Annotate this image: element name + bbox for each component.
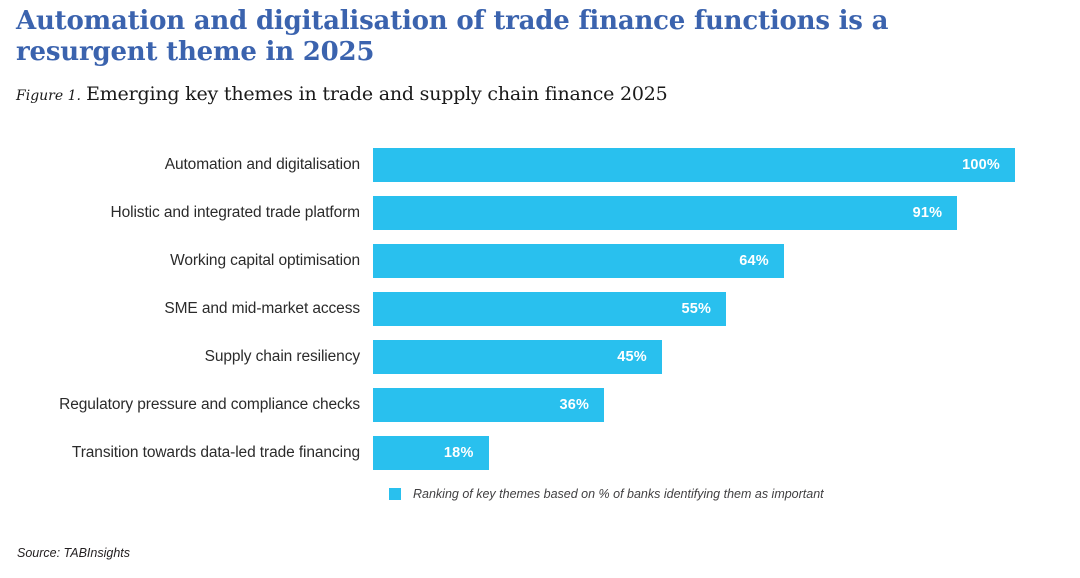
chart-row: Holistic and integrated trade platform 91… (16, 196, 1015, 230)
legend-label: Ranking of key themes based on % of bank… (413, 487, 824, 501)
category-label: Working capital optimisation (170, 252, 360, 269)
legend-swatch-icon (389, 488, 401, 500)
category-label: Transition towards data-led trade financ… (71, 444, 360, 461)
bar-value-label: 45% (617, 349, 647, 365)
bar: 55% (373, 292, 727, 326)
category-label: SME and mid-market access (164, 300, 360, 317)
category-label: Automation and digitalisation (164, 156, 360, 173)
bar-track: 100% (373, 148, 1015, 182)
bar-track: 55% (373, 292, 1015, 326)
chart-row: SME and mid-market access 55% (16, 292, 1015, 326)
bar-value-label: 18% (443, 445, 474, 461)
bar: 36% (373, 388, 605, 422)
category-label: Regulatory pressure and compliance check… (59, 396, 360, 413)
chart-row: Transition towards data-led trade financ… (16, 436, 1015, 470)
chart-row: Regulatory pressure and compliance check… (16, 388, 1015, 422)
figure-number-label: Figure 1. (16, 88, 81, 104)
bar-track: 36% (373, 388, 1015, 422)
bar-value-label: 64% (739, 253, 769, 269)
horizontal-bar-chart: Automation and digitalisation 100% Holisti… (16, 148, 1015, 484)
bar-value-label: 36% (559, 397, 590, 413)
bar-value-label: 100% (962, 157, 1000, 173)
category-label: Supply chain resiliency (204, 348, 360, 365)
chart-legend: Ranking of key themes based on % of bank… (389, 487, 824, 501)
bar: 18% (373, 436, 489, 470)
bar: 45% (373, 340, 662, 374)
bar-track: 91% (373, 196, 1015, 230)
bar: 64% (373, 244, 784, 278)
bar-track: 45% (373, 340, 1015, 374)
page-title: Automation and digitalisation of trade f… (16, 6, 889, 67)
figure-caption-text: Emerging key themes in trade and supply … (86, 83, 668, 105)
chart-row: Working capital optimisation 64% (16, 244, 1015, 278)
chart-row: Supply chain resiliency 45% (16, 340, 1015, 374)
bar-track: 18% (373, 436, 1015, 470)
bar-value-label: 91% (912, 205, 943, 221)
figure-caption: Figure 1. Emerging key themes in trade a… (16, 83, 668, 105)
bar-value-label: 55% (681, 301, 712, 317)
bar: 100% (373, 148, 1015, 182)
bar: 91% (373, 196, 958, 230)
chart-row: Automation and digitalisation 100% (16, 148, 1015, 182)
source-note: Source: TABInsights (17, 546, 131, 560)
category-label: Holistic and integrated trade platform (110, 204, 361, 221)
bar-track: 64% (373, 244, 1015, 278)
